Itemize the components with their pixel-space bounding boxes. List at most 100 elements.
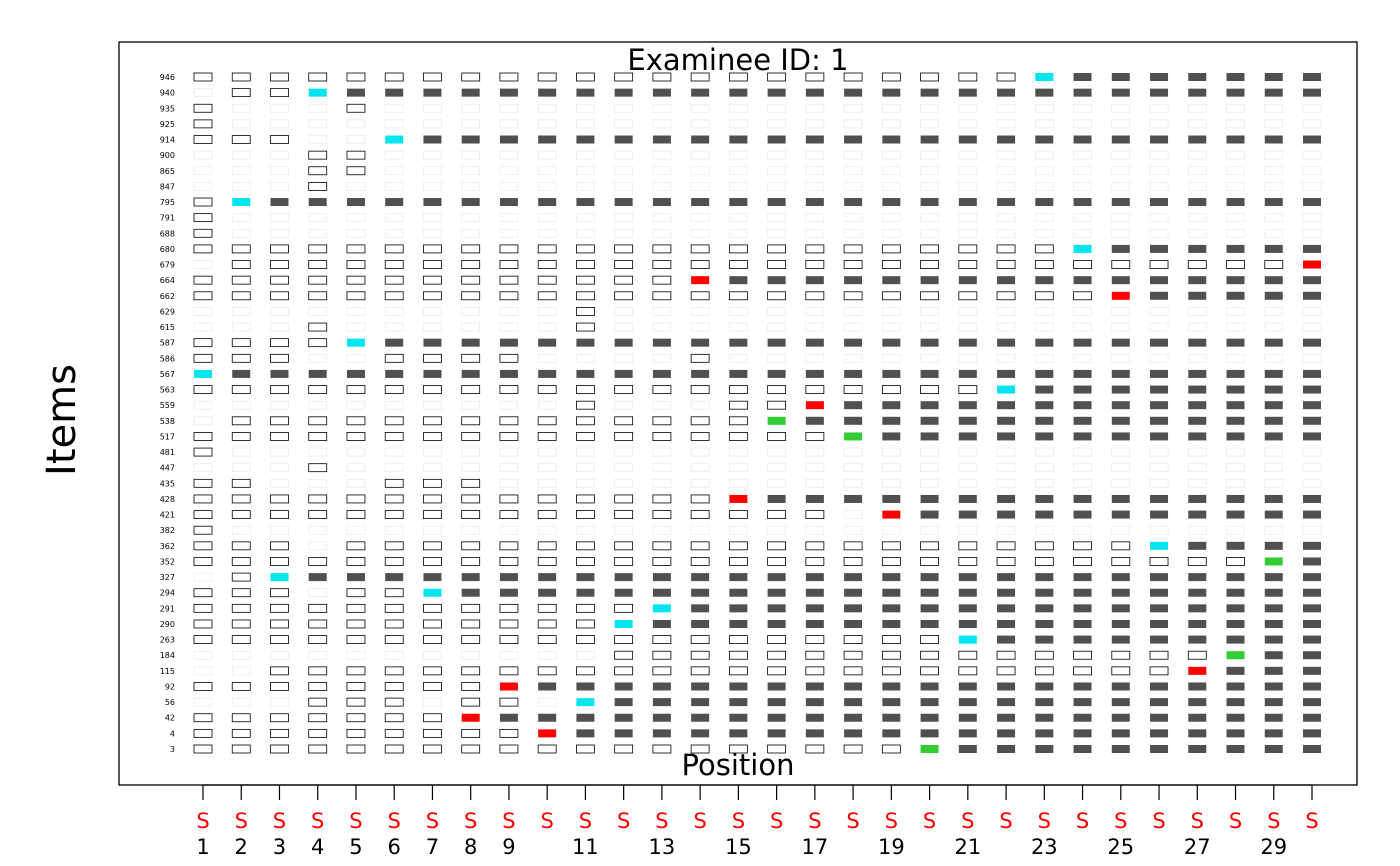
cell-unavailable-382-p14 — [690, 525, 710, 535]
cell-unavailable-559-p7 — [423, 400, 442, 410]
cell-administered-940-p9 — [499, 88, 518, 97]
cell-unavailable-481-p10 — [537, 447, 557, 457]
cell-unavailable-688-p19 — [882, 228, 901, 238]
cell-available-517-p15 — [728, 432, 748, 441]
cell-available-629-p11 — [576, 307, 595, 316]
cell-unavailable-900-p12 — [614, 150, 633, 160]
cell-administered-263-p27 — [1188, 635, 1207, 644]
cell-unavailable-865-p8 — [461, 166, 480, 176]
cell-available-115-p23 — [1034, 666, 1054, 676]
cell-administered-3-p28 — [1226, 745, 1245, 753]
cell-unavailable-615-p12 — [614, 322, 633, 332]
cell-unavailable-481-p29 — [1264, 447, 1284, 457]
cell-unavailable-865-p20 — [920, 166, 939, 176]
cell-available-92-p2 — [231, 682, 251, 691]
cell-available-352-p15 — [728, 557, 748, 566]
cell-available-3-p17 — [805, 744, 825, 754]
cell-available-92-p1 — [193, 682, 213, 691]
cell-administered-3-p27 — [1188, 745, 1207, 753]
cell-administered-42-p15 — [729, 713, 748, 722]
y-tick-label: 115 — [160, 667, 175, 676]
cell-unavailable-586-p10 — [537, 353, 557, 363]
cell-unavailable-925-p28 — [1226, 119, 1245, 129]
cell-unavailable-847-p6 — [384, 182, 404, 191]
y-tick-label: 662 — [160, 292, 175, 301]
cell-available-679-p2 — [231, 260, 251, 269]
cell-unavailable-382-p4 — [308, 525, 328, 535]
cell-unavailable-615-p26 — [1149, 322, 1169, 332]
cell-available-517-p12 — [614, 432, 634, 441]
cell-available-680-p23 — [1034, 244, 1054, 254]
cell-administered-291-p20 — [920, 604, 939, 613]
cell-unavailable-791-p25 — [1111, 213, 1131, 222]
cell-available-115-p18 — [843, 666, 863, 676]
cell-administered-290-p13 — [652, 619, 671, 628]
cell-available-679-p23 — [1034, 260, 1054, 269]
cell-available-615-p11 — [576, 322, 595, 332]
cell-administered-664-p30 — [1303, 276, 1321, 285]
cell-unavailable-900-p14 — [690, 150, 710, 160]
cell-administered-680-p27 — [1188, 244, 1207, 253]
cell-unavailable-447-p27 — [1187, 463, 1207, 473]
cell-administered-56-p27 — [1188, 698, 1207, 707]
cell-available-680-p15 — [728, 244, 748, 254]
cell-administered-795-p24 — [1073, 198, 1092, 207]
x-tick-label: 17 — [801, 835, 828, 859]
cell-available-294-p6 — [384, 588, 404, 598]
cell-available-517-p9 — [499, 432, 519, 441]
cell-available-435-p6 — [384, 478, 404, 488]
cell-selected-green-517-p18 — [844, 432, 863, 441]
cell-administered-294-p17 — [805, 588, 824, 597]
cell-unavailable-435-p5 — [346, 479, 366, 488]
cell-available-517-p10 — [537, 432, 557, 441]
cell-selected-cyan-291-p13 — [652, 604, 671, 613]
cell-available-362-p20 — [920, 541, 939, 551]
cell-administered-42-p26 — [1150, 713, 1169, 722]
cell-administered-567-p24 — [1073, 369, 1092, 378]
cell-unavailable-481-p3 — [270, 447, 289, 457]
cell-unavailable-615-p16 — [767, 322, 786, 332]
cell-administered-421-p30 — [1303, 510, 1321, 519]
cell-unavailable-559-p13 — [652, 400, 672, 410]
cell-available-517-p2 — [231, 432, 251, 441]
cell-available-3-p14 — [690, 744, 710, 754]
cell-available-291-p6 — [384, 603, 404, 613]
cell-administered-327-p12 — [614, 573, 633, 582]
cell-available-662-p17 — [805, 291, 825, 301]
cell-unavailable-435-p27 — [1187, 479, 1207, 488]
cell-administered-914-p28 — [1226, 135, 1245, 144]
cell-unavailable-940-p1 — [193, 88, 213, 97]
cell-unavailable-847-p5 — [346, 182, 366, 191]
cell-unavailable-538-p1 — [193, 416, 213, 426]
stage-marker: S — [273, 809, 286, 833]
cell-administered-914-p8 — [461, 135, 480, 144]
cell-available-679-p8 — [461, 260, 481, 269]
cell-available-662-p12 — [614, 291, 634, 301]
cell-unavailable-184-p8 — [461, 650, 480, 660]
cell-administered-587-p28 — [1226, 338, 1245, 347]
cell-available-435-p2 — [231, 478, 251, 488]
cell-available-946-p19 — [881, 72, 901, 82]
cell-administered-291-p22 — [997, 604, 1016, 613]
cell-administered-92-p11 — [576, 682, 595, 691]
stage-marker: S — [426, 809, 439, 833]
cell-administered-914-p11 — [576, 135, 595, 144]
cell-unavailable-925-p22 — [996, 119, 1016, 129]
cell-unavailable-791-p19 — [882, 213, 901, 222]
cell-available-563-p1 — [193, 385, 213, 394]
cell-administered-327-p23 — [1035, 573, 1054, 582]
cell-administered-4-p23 — [1035, 729, 1054, 738]
cell-administered-587-p13 — [652, 338, 671, 347]
cell-available-428-p11 — [576, 494, 595, 504]
y-tick-label: 914 — [160, 136, 175, 145]
cell-unavailable-629-p24 — [1073, 307, 1092, 316]
cell-administered-567-p28 — [1226, 369, 1245, 378]
cell-available-56-p9 — [499, 697, 519, 707]
cell-unavailable-865-p11 — [576, 166, 595, 176]
cell-administered-290-p23 — [1035, 619, 1054, 628]
cell-available-680-p17 — [805, 244, 825, 254]
cell-unavailable-447-p7 — [423, 463, 442, 473]
y-tick-label: 291 — [160, 604, 175, 613]
cell-unavailable-382-p9 — [499, 525, 519, 535]
cell-administered-42-p22 — [997, 713, 1016, 722]
